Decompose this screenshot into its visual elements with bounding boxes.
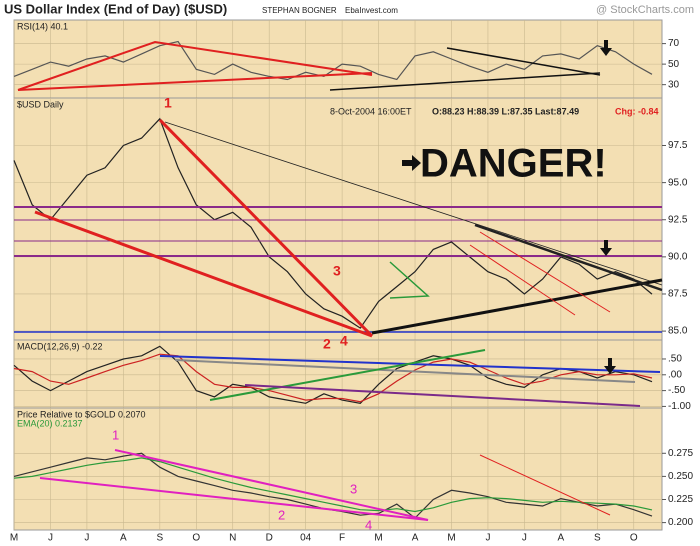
x-tick-label: O [630,533,638,544]
y-tick-label: 97.5 [668,140,688,151]
quote-values: O:88.23 H:88.39 L:87.35 Last:87.49 [432,106,579,116]
panel [13,407,663,531]
y-tick-label: .00 [668,369,682,380]
x-tick-label: A [120,533,127,544]
trendline [474,223,663,292]
trendline [164,121,663,286]
y-tick-label: 30 [668,79,680,90]
y-tick-label: 0.250 [668,471,693,482]
trendline [158,118,374,338]
panel-title: $USD Daily [17,99,64,109]
line-series [13,345,653,404]
y-tick-label: 0.225 [668,494,693,505]
y-tick-label: .50 [668,354,682,365]
panel [13,339,663,409]
line-series [13,353,653,403]
arrow [600,240,612,256]
arrow [402,155,421,171]
annotation: 1 [112,427,119,442]
annotation: 4 [365,517,372,532]
trendline [39,477,429,521]
site: EbaInvest.com [345,6,398,15]
trendlines [14,40,663,521]
trendline [389,261,430,299]
annotation: 2 [278,507,285,522]
source: @ StockCharts.com [596,4,694,16]
trendline [34,210,373,338]
x-tick-label: J [522,533,527,544]
ema-label: EMA(20) 0.2137 [17,418,83,428]
x-tick-label: O [192,533,200,544]
y-tick-label: 50 [668,59,680,70]
y-tick-label: 90.0 [668,251,688,262]
y-tick-label: 87.5 [668,289,688,300]
trendline [469,244,576,316]
trendline [479,454,611,516]
panels: 70 50 30 RSI(14) 40.1 97.5 95.0 92.5 90.0 87.5 85… [10,19,693,544]
y-tick-label: 70 [668,38,680,49]
y-tick-label: 85.0 [668,326,688,337]
arrow [600,40,612,56]
annotation: 3 [333,263,341,279]
x-tick-label: J [48,533,53,544]
trendline [114,449,429,521]
annotation: 1 [164,95,172,111]
trendline [479,231,611,313]
x-tick-label: N [229,533,236,544]
y-tick-label: -1.00 [668,401,691,412]
x-tick-label: S [156,533,163,544]
x-tick-label: A [558,533,565,544]
y-tick-label: 0.200 [668,517,693,528]
quote-date: 8-Oct-2004 16:00ET [330,106,412,116]
x-tick-label: J [485,533,490,544]
x-tick-label: F [339,533,345,544]
x-tick-label: J [84,533,89,544]
line-series [13,40,653,81]
y-tick-label: 92.5 [668,214,688,225]
x-tick-label: M [10,533,18,544]
page-title: US Dollar Index (End of Day) ($USD) [4,1,227,16]
annotation: DANGER! [420,142,607,186]
trendline [17,40,373,91]
trendline [329,72,601,91]
line-series [13,117,653,329]
panel [13,97,663,341]
trendline [209,349,486,401]
author: STEPHAN BOGNER [262,6,337,15]
line-series [13,457,653,513]
trendline [244,384,641,407]
panel-title: Price Relative to $GOLD 0.2070 [17,409,146,419]
x-tick-label: S [594,533,601,544]
panel-title: MACD(12,26,9) -0.22 [17,341,103,351]
trendline [446,47,601,76]
x-tick-label: M [447,533,455,544]
annotation: 4 [340,333,348,349]
y-tick-label: 95.0 [668,177,688,188]
annotation: 2 [323,336,331,352]
trendline [174,359,636,383]
y-tick-label: 0.275 [668,448,693,459]
x-tick-label: D [266,533,273,544]
x-tick-label: 04 [300,533,312,544]
panel-title: RSI(14) 40.1 [17,21,68,31]
trendline [17,72,373,91]
quote-change: Chg: -0.84 [615,106,659,116]
annotation: 3 [350,481,357,496]
x-tick-label: A [412,533,419,544]
x-tick-label: M [374,533,382,544]
trendline [371,278,663,335]
arrow [604,358,616,374]
y-tick-label: -.50 [668,385,686,396]
